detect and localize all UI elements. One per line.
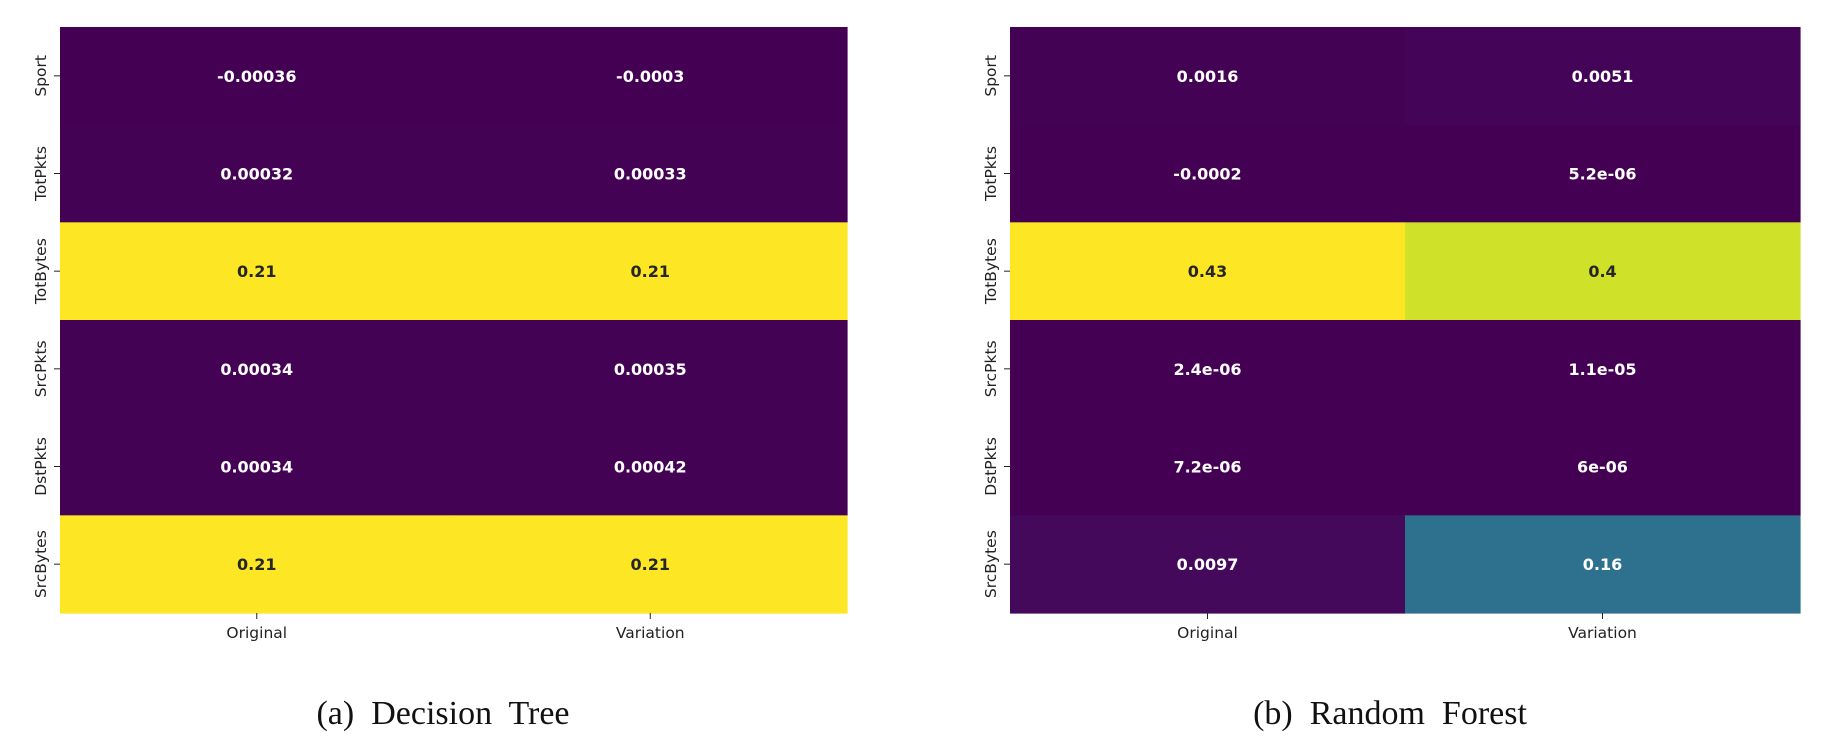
cell-label: 2.4e-06 — [1173, 360, 1241, 379]
y-tick-label-srcbytes: SrcBytes — [32, 530, 50, 598]
cell-label: 0.16 — [1583, 555, 1622, 574]
heatmap-decision-tree: -0.00036 -0.0003 0.00032 0.00033 0.21 0.21 0.0… — [32, 27, 848, 642]
cell-label: 0.4 — [1588, 262, 1616, 281]
cell-sport-variation — [1405, 27, 1801, 126]
cell-label: 0.21 — [631, 262, 670, 281]
cell-label: 0.00035 — [614, 360, 687, 379]
cell-label: -0.00036 — [217, 67, 297, 86]
y-tick-label-srcbytes: SrcBytes — [982, 530, 1000, 598]
cell-label: 0.21 — [631, 555, 670, 574]
cell-totbytes-variation — [453, 222, 848, 321]
y-tick-label-totbytes: TotBytes — [982, 238, 1000, 305]
cell-totpkts-original — [60, 124, 455, 223]
cell-label: 0.0097 — [1177, 555, 1239, 574]
cell-srcbytes-variation — [1405, 515, 1801, 614]
cell-dstpkts-original — [1010, 417, 1406, 516]
cell-totbytes-original — [1010, 222, 1406, 321]
cell-label: 5.2e-06 — [1568, 165, 1636, 184]
cell-sport-variation — [453, 27, 848, 126]
cell-totpkts-variation — [1405, 124, 1801, 223]
y-tick-label-totpkts: TotPkts — [982, 146, 1000, 202]
cell-srcpkts-variation — [1405, 320, 1801, 419]
cell-srcpkts-variation — [453, 320, 848, 419]
y-tick-label-srcpkts: SrcPkts — [982, 340, 1000, 397]
cell-label: 0.00034 — [220, 360, 293, 379]
cell-label: 0.0016 — [1177, 67, 1239, 86]
x-tick-label-variation: Variation — [616, 624, 685, 642]
cell-label: 0.00034 — [220, 458, 293, 477]
cell-label: 0.21 — [237, 262, 276, 281]
x-tick-label-original: Original — [226, 624, 287, 642]
cell-label: 0.00042 — [614, 458, 687, 477]
cell-label: 0.43 — [1188, 262, 1227, 281]
caption-decision-tree: (a) Decision Tree — [316, 695, 569, 732]
x-tick-label-original: Original — [1177, 624, 1238, 642]
cell-label: -0.0003 — [616, 67, 684, 86]
cell-label: 1.1e-05 — [1568, 360, 1636, 379]
cell-label: 7.2e-06 — [1173, 458, 1241, 477]
cell-label: 6e-06 — [1577, 458, 1628, 477]
y-tick-label-sport: Sport — [32, 55, 50, 97]
cell-sport-original — [60, 27, 455, 126]
x-tick-label-variation: Variation — [1568, 624, 1637, 642]
cell-totpkts-original — [1010, 124, 1406, 223]
cell-totpkts-variation — [453, 124, 848, 223]
cell-srcpkts-original — [1010, 320, 1406, 419]
heatmap-random-forest: 0.0016 0.0051 -0.0002 5.2e-06 0.43 0.4 2.4e-06… — [982, 27, 1801, 642]
caption-random-forest: (b) Random Forest — [1253, 695, 1527, 732]
cell-dstpkts-original — [60, 417, 455, 516]
cell-label: -0.0002 — [1173, 165, 1241, 184]
y-tick-label-dstpkts: DstPkts — [32, 437, 50, 496]
cell-sport-original — [1010, 27, 1406, 126]
cell-label: 0.00033 — [614, 165, 687, 184]
y-tick-label-srcpkts: SrcPkts — [32, 340, 50, 397]
y-tick-label-totpkts: TotPkts — [32, 146, 50, 202]
cell-label: 0.21 — [237, 555, 276, 574]
cell-dstpkts-variation — [453, 417, 848, 516]
cell-srcbytes-original — [60, 515, 455, 614]
cell-srcbytes-original — [1010, 515, 1406, 614]
cell-totbytes-original — [60, 222, 455, 321]
cell-label: 0.0051 — [1572, 67, 1634, 86]
cell-srcbytes-variation — [453, 515, 848, 614]
cell-totbytes-variation — [1405, 222, 1801, 321]
cell-dstpkts-variation — [1405, 417, 1801, 516]
cell-srcpkts-original — [60, 320, 455, 419]
y-tick-label-sport: Sport — [982, 55, 1000, 97]
y-tick-label-dstpkts: DstPkts — [982, 437, 1000, 496]
y-tick-label-totbytes: TotBytes — [32, 238, 50, 305]
cell-label: 0.00032 — [220, 165, 293, 184]
